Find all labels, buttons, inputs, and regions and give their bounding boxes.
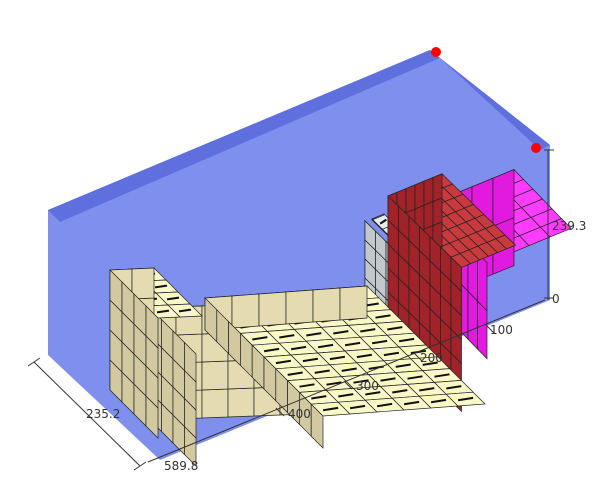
cream-box-handle	[322, 406, 339, 412]
cream-box-handle	[434, 373, 450, 378]
length-tick-label-200: 200	[420, 351, 443, 365]
cream-box-front	[258, 291, 287, 327]
cream-box-handle	[263, 347, 280, 353]
width-tick-start	[27, 357, 41, 367]
cream-box-handle	[407, 375, 423, 380]
cream-box-handle	[326, 381, 342, 386]
cream-box-handle	[329, 355, 346, 361]
cream-box-handle	[314, 369, 330, 374]
dark-red-box-front	[423, 200, 434, 230]
dark-red-box-front	[405, 184, 416, 214]
cream-box-handle	[446, 385, 462, 390]
cream-box-handle	[356, 353, 373, 359]
cream-box-handle	[349, 404, 366, 410]
cream-box-handle	[156, 309, 170, 314]
length-tick-200	[413, 352, 423, 362]
cream-box-front	[285, 289, 314, 325]
cream-box-handle	[376, 402, 393, 408]
length-label: 589.8	[164, 459, 198, 473]
cream-box-side	[184, 341, 197, 383]
cream-box-handle	[403, 400, 420, 406]
width-dimension: 235.2	[27, 357, 147, 471]
cream-box-handle	[338, 393, 354, 398]
cream-box-handle	[365, 391, 381, 396]
height-zero-label: 0	[552, 292, 560, 306]
dark-red-box-side	[450, 256, 462, 293]
cream-box-handle	[430, 398, 447, 404]
cream-box-handle	[392, 389, 408, 394]
cream-box-handle	[178, 308, 192, 313]
cream-box-handle	[395, 363, 411, 368]
cream-box-handle	[380, 377, 396, 382]
corner-marker-top-right	[531, 143, 541, 153]
cream-box-handle	[166, 296, 180, 301]
cream-box-handle	[252, 336, 268, 341]
cream-box-handle	[317, 343, 334, 349]
length-dimension: 100 200 300 400 589.8	[147, 299, 546, 473]
container-side-wall	[430, 50, 550, 150]
cream-box-side	[310, 403, 324, 449]
cream-box-handle	[341, 367, 357, 372]
cream-box-handle	[306, 332, 322, 337]
cream-box-handle	[353, 379, 369, 384]
cream-box-front	[227, 387, 255, 418]
cream-box-front	[201, 360, 229, 391]
cream-box-handle	[360, 328, 376, 333]
width-dimension-line	[33, 361, 141, 467]
cream-box-handle	[333, 330, 349, 335]
container-back-wall	[48, 50, 440, 222]
cream-box-handle	[302, 357, 319, 363]
length-tick-label-300: 300	[356, 379, 379, 393]
cream-box-front	[201, 388, 229, 419]
dark-red-box-front	[432, 197, 443, 227]
dark-red-box-top	[495, 234, 517, 250]
length-tick-400	[275, 407, 285, 417]
width-label: 235.2	[86, 407, 120, 421]
magenta-box-front	[492, 169, 515, 227]
cream-box-handle	[275, 359, 292, 365]
cream-box-front	[131, 267, 155, 300]
cream-box-handle	[311, 395, 327, 400]
cream-box-handle	[387, 326, 403, 331]
length-tick-label-400: 400	[288, 407, 311, 421]
cream-box-handle	[290, 345, 307, 351]
dark-red-box-front	[432, 173, 443, 203]
cream-box-front	[231, 293, 260, 329]
length-tick-300	[343, 380, 353, 390]
length-tick-label-100: 100	[490, 323, 513, 337]
cream-box-handle	[398, 337, 415, 343]
cream-box-handle	[299, 383, 315, 388]
cream-box-handle	[344, 341, 361, 347]
cream-boxes	[109, 267, 486, 467]
corner-marker-top-back	[431, 47, 441, 57]
height-label: 239.3	[552, 219, 586, 233]
cream-box-handle	[375, 314, 391, 319]
cream-box-handle	[287, 371, 303, 376]
cream-box-side	[145, 305, 159, 349]
cream-box-handle	[279, 334, 295, 339]
width-tick-end	[133, 461, 147, 471]
magenta-box-side	[477, 252, 488, 312]
length-dimension-line	[147, 299, 546, 463]
cream-box-handle	[383, 351, 400, 357]
height-dimension: 239.3 0	[544, 149, 586, 306]
cream-box-handle	[154, 284, 168, 289]
length-tick-100	[485, 324, 495, 334]
cream-box-handle	[457, 396, 474, 402]
cream-box-front	[339, 285, 368, 321]
dark-red-box-front	[423, 176, 434, 206]
cream-box-handle	[371, 339, 388, 345]
cream-box-front	[312, 287, 341, 323]
grey-box-handle	[379, 218, 387, 225]
cream-box-handle	[422, 361, 438, 366]
dark-red-box-front	[414, 180, 425, 210]
cream-box-handle	[419, 387, 435, 392]
